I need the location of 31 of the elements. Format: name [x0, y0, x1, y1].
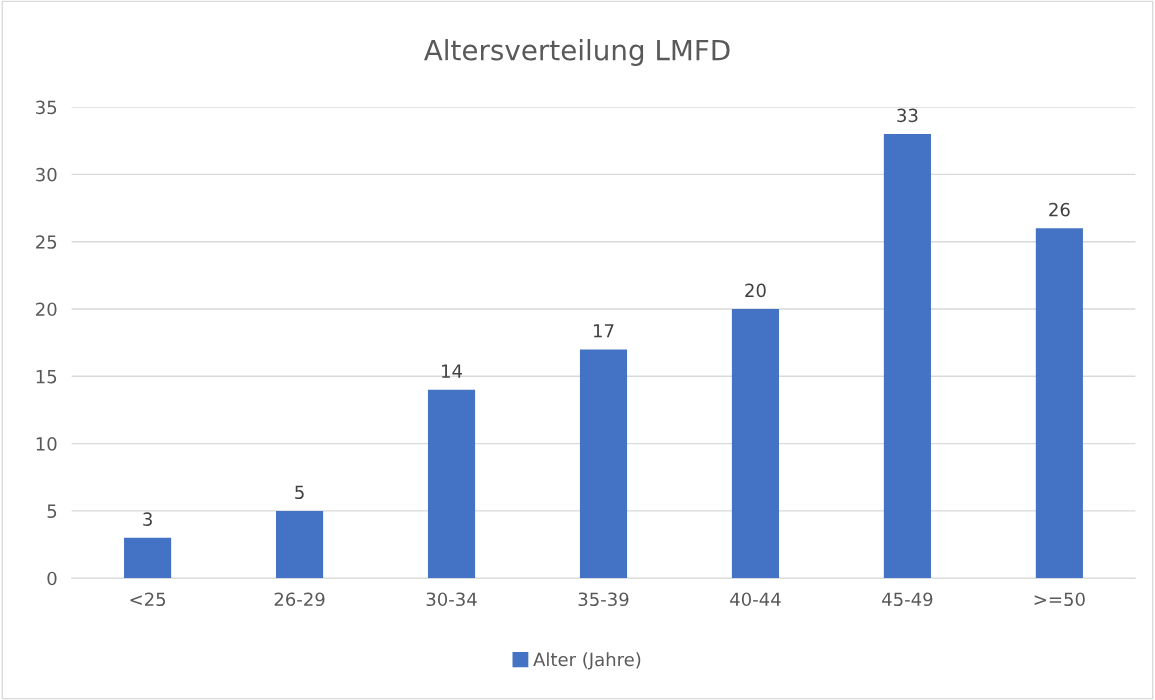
- bar: [883, 134, 931, 579]
- bar: [276, 510, 324, 579]
- x-tick-label: 35-39: [578, 592, 629, 607]
- y-tick-label: 10: [36, 437, 57, 451]
- y-tick-label: 30: [36, 167, 57, 182]
- data-label: 26: [1049, 202, 1070, 217]
- x-tick-label: 30-34: [426, 592, 477, 607]
- data-label: 5: [295, 485, 304, 500]
- bar: [427, 389, 476, 579]
- bar: [731, 309, 780, 579]
- data-label: 14: [442, 364, 462, 378]
- bar: [1035, 228, 1083, 579]
- data-label: 17: [593, 324, 614, 338]
- y-tick-label: 15: [36, 370, 57, 384]
- data-label: 3: [143, 512, 152, 526]
- y-tick-label: 35: [36, 100, 57, 115]
- y-tick-label: 20: [36, 302, 57, 317]
- x-tick-label: >=50: [1034, 592, 1085, 607]
- y-tick-label: 0: [47, 571, 57, 586]
- data-label: 20: [745, 283, 766, 298]
- chart-title: Altersverteilung LMFD: [424, 39, 730, 66]
- x-tick-label: 45-49: [882, 592, 933, 607]
- y-tick-label: 5: [47, 504, 57, 519]
- legend-label: Alter (Jahre): [533, 652, 641, 670]
- bar: [124, 537, 172, 579]
- data-label: 33: [897, 108, 918, 123]
- x-tick-label: <25: [130, 592, 166, 607]
- x-tick-label: 26-29: [274, 592, 325, 607]
- x-tick-label: 40-44: [730, 592, 781, 607]
- y-tick-label: 25: [36, 235, 57, 249]
- bar: [579, 349, 628, 579]
